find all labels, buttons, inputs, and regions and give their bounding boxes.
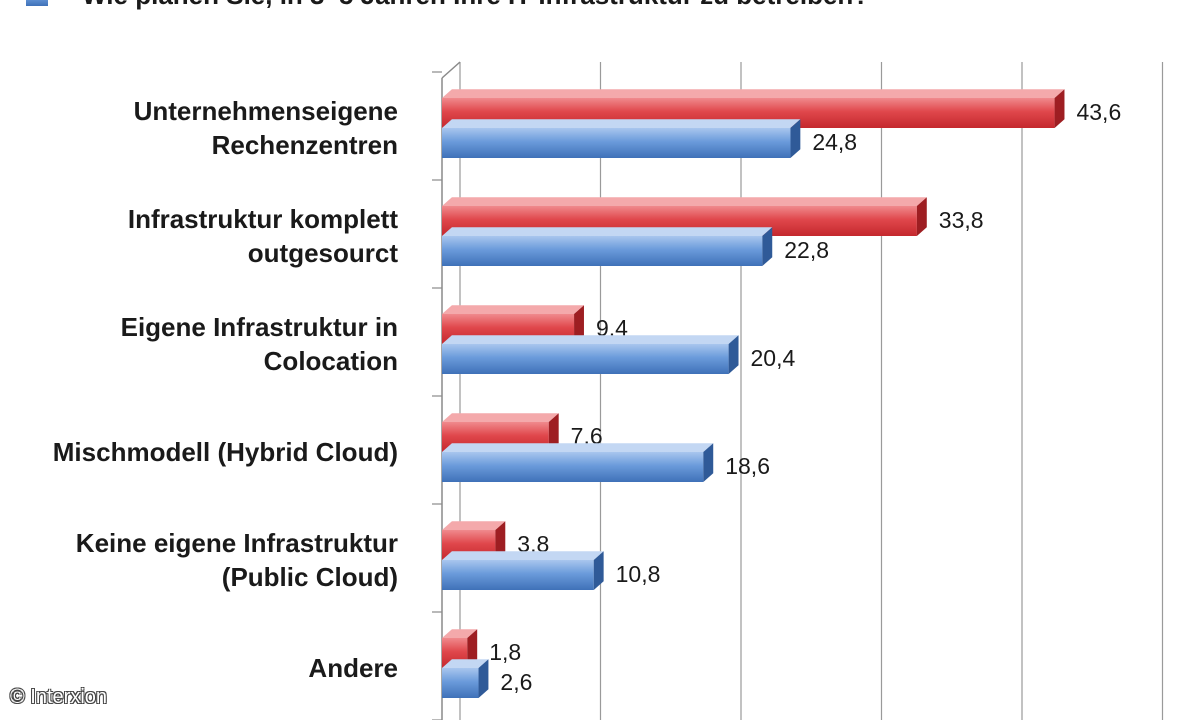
bar-side-face (762, 227, 773, 266)
bar-side-face (593, 551, 604, 590)
axis-depth-line (441, 61, 461, 79)
bar-top-face (442, 197, 927, 206)
category-label: outgesourct (248, 238, 399, 268)
copyright-label: © Interxion (10, 686, 108, 708)
bar (442, 344, 729, 374)
bar-top-face (442, 89, 1065, 98)
bar-top-face (442, 659, 489, 668)
bar-top-face (442, 413, 559, 422)
data-label: 22,8 (784, 237, 829, 263)
bar-side-face (574, 305, 584, 344)
bar-top-face (442, 521, 506, 530)
data-label: 2,6 (500, 669, 532, 695)
category-labels: Unternehmenseigene Rechenzentren Infrastru… (53, 96, 399, 683)
bar-side-face (703, 443, 714, 482)
bar-top-face (442, 629, 478, 638)
data-label: 33,8 (939, 207, 984, 233)
bar-side-face (916, 197, 927, 236)
bar (442, 452, 704, 482)
bar-top-face (442, 443, 714, 452)
data-label: 20,4 (751, 345, 796, 371)
category-label: Colocation (264, 346, 398, 376)
category-label: Unternehmenseigene (134, 96, 398, 126)
legend: Wie planen Sie, in 3–5 Jahren Ihre IT-In… (26, 0, 869, 10)
grid (432, 61, 1164, 720)
bar-top-face (442, 551, 604, 560)
category-label: Infrastruktur komplett (128, 204, 398, 234)
bar-top-face (442, 305, 584, 314)
bar (442, 560, 594, 590)
legend-swatch (26, 0, 48, 6)
category-label: Rechenzentren (212, 130, 398, 160)
bar-top-face (442, 227, 773, 236)
bar-side-face (728, 335, 739, 374)
category-label: Mischmodell (Hybrid Cloud) (53, 437, 398, 467)
bar-side-face (790, 119, 801, 158)
category-label: Keine eigene Infrastruktur (76, 528, 398, 558)
data-label: 1,8 (489, 639, 521, 665)
data-label: 18,6 (725, 453, 770, 479)
data-label: 43,6 (1076, 99, 1121, 125)
bar-top-face (442, 119, 801, 128)
bar (442, 236, 763, 266)
bar-side-face (1054, 89, 1065, 128)
category-label: (Public Cloud) (222, 562, 398, 592)
data-label: 24,8 (812, 129, 857, 155)
bar-side-face (548, 413, 559, 452)
bar-side-face (478, 659, 489, 698)
bars: 43,624,833,822,89,420,47,618,63,810,81,8… (442, 89, 1121, 698)
bar-side-face (467, 629, 478, 668)
category-label: Eigene Infrastruktur in (121, 312, 398, 342)
bar-side-face (495, 521, 506, 560)
category-label: Andere (308, 653, 398, 683)
chart-title: Wie planen Sie, in 3–5 Jahren Ihre IT-In… (82, 0, 869, 10)
bar-top-face (442, 335, 739, 344)
bar (442, 668, 479, 698)
data-label: 10,8 (616, 561, 661, 587)
bar (442, 128, 791, 158)
